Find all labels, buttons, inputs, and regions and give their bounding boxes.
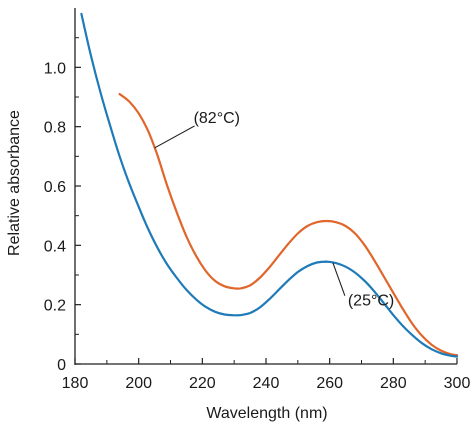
- series-line-25c: [80, 12, 459, 358]
- x-tick-label: 280: [380, 375, 407, 392]
- y-tick-label: 0.4: [44, 238, 66, 255]
- x-tick-label: 300: [444, 375, 471, 392]
- x-tick-label: 260: [316, 375, 343, 392]
- axes: [74, 8, 457, 365]
- annotation-label: (82°C): [194, 110, 240, 127]
- y-tick-label: 0: [57, 357, 66, 374]
- ticks: 180 200 220 240 260 280 300 0 0.2 0.4 0.6 0.8 1.0: [44, 37, 471, 392]
- y-tick-label: 0.8: [44, 120, 66, 137]
- y-tick-label: 1.0: [44, 60, 66, 77]
- x-tick-label: 200: [125, 375, 152, 392]
- y-axis-title: Relative absorbance: [6, 110, 23, 256]
- annotation-leader-line: [332, 262, 346, 296]
- x-tick-label: 240: [253, 375, 280, 392]
- annotations: (82°C) (25°C): [154, 110, 394, 310]
- annotation-label: (25°C): [348, 293, 394, 310]
- y-tick-label: 0.2: [44, 298, 66, 315]
- y-tick-label: 0.6: [44, 179, 66, 196]
- series-lines: [80, 12, 459, 358]
- x-axis-title: Wavelength (nm): [206, 405, 327, 422]
- annotation-leader-line: [154, 125, 195, 149]
- x-tick-label: 180: [62, 375, 89, 392]
- series-line-82c: [118, 92, 459, 357]
- x-tick-label: 220: [189, 375, 216, 392]
